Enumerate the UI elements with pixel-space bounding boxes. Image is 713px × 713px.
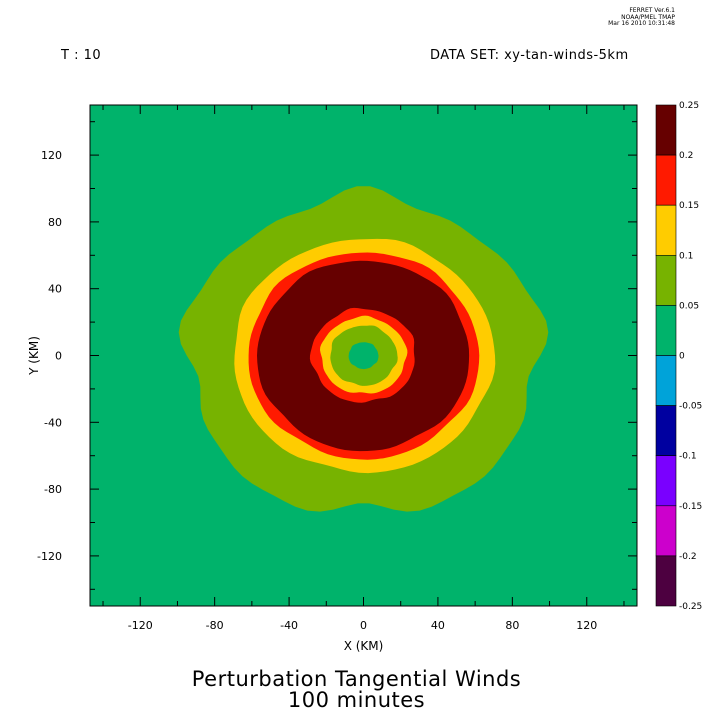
stamp-line-2: NOAA/PMEL TMAP — [621, 13, 675, 21]
colorbar-swatch — [655, 405, 677, 457]
x-tick-label: 40 — [431, 619, 445, 632]
x-tick-label: 120 — [576, 619, 597, 632]
colorbar-label: -0.15 — [679, 502, 702, 512]
colorbar-swatch — [655, 104, 677, 156]
y-tick-label: -80 — [44, 483, 62, 496]
colorbar-label: 0.2 — [679, 151, 693, 161]
x-tick-label: -80 — [206, 619, 224, 632]
stamp-line-1: FERRET Ver.6.1 — [629, 7, 675, 14]
x-axis-label: X (KM) — [344, 639, 384, 653]
colorbar-swatch — [655, 355, 677, 406]
max-patch-2 — [307, 402, 317, 414]
x-tick-label: -40 — [280, 619, 298, 632]
colorbar-swatch — [655, 255, 677, 306]
ferret-stamp: FERRET Ver.6.1 NOAA/PMEL TMAP Mar 16 201… — [608, 7, 675, 28]
y-tick-label: -120 — [37, 550, 62, 563]
max-patch-1 — [307, 285, 373, 298]
colorbar-swatch — [655, 455, 677, 507]
x-tick-label: 0 — [360, 619, 367, 632]
colorbar-label: -0.25 — [679, 602, 702, 612]
colorbar-label: 0.1 — [679, 251, 693, 261]
chart-title: Perturbation Tangential Winds — [191, 667, 522, 691]
colorbar-label: 0.05 — [679, 301, 699, 311]
colorbar-label: 0.15 — [679, 201, 699, 211]
colorbar-label: -0.1 — [679, 452, 697, 462]
y-tick-label: 40 — [48, 283, 62, 296]
max-patch-0 — [279, 313, 299, 381]
colorbar-swatch — [655, 555, 677, 607]
y-axis-label: Y (KM) — [27, 336, 41, 376]
colorbar-label: -0.2 — [679, 552, 697, 562]
y-tick-label: 0 — [55, 350, 62, 363]
colorbar-swatch — [655, 305, 677, 356]
colorbar-swatch — [655, 505, 677, 557]
colorbar-swatch — [655, 154, 677, 206]
max-patch-3 — [410, 313, 420, 331]
y-tick-label: 120 — [41, 149, 62, 162]
time-step-label: T : 10 — [61, 48, 102, 63]
stamp-line-3: Mar 16 2010 10:31:48 — [608, 20, 675, 27]
dataset-label: DATA SET: xy-tan-winds-5km — [430, 48, 629, 63]
x-tick-label: 80 — [505, 619, 519, 632]
contour-region-7 — [348, 342, 379, 370]
y-tick-label: 80 — [48, 216, 62, 229]
colorbar-swatch — [655, 204, 677, 256]
colorbar-label: 0 — [679, 352, 685, 362]
x-tick-label: -120 — [128, 619, 153, 632]
colorbar-label: 0.25 — [679, 101, 699, 111]
y-tick-label: -40 — [44, 416, 62, 429]
chart-subtitle: 100 minutes — [287, 688, 426, 712]
colorbar-label: -0.05 — [679, 402, 702, 412]
